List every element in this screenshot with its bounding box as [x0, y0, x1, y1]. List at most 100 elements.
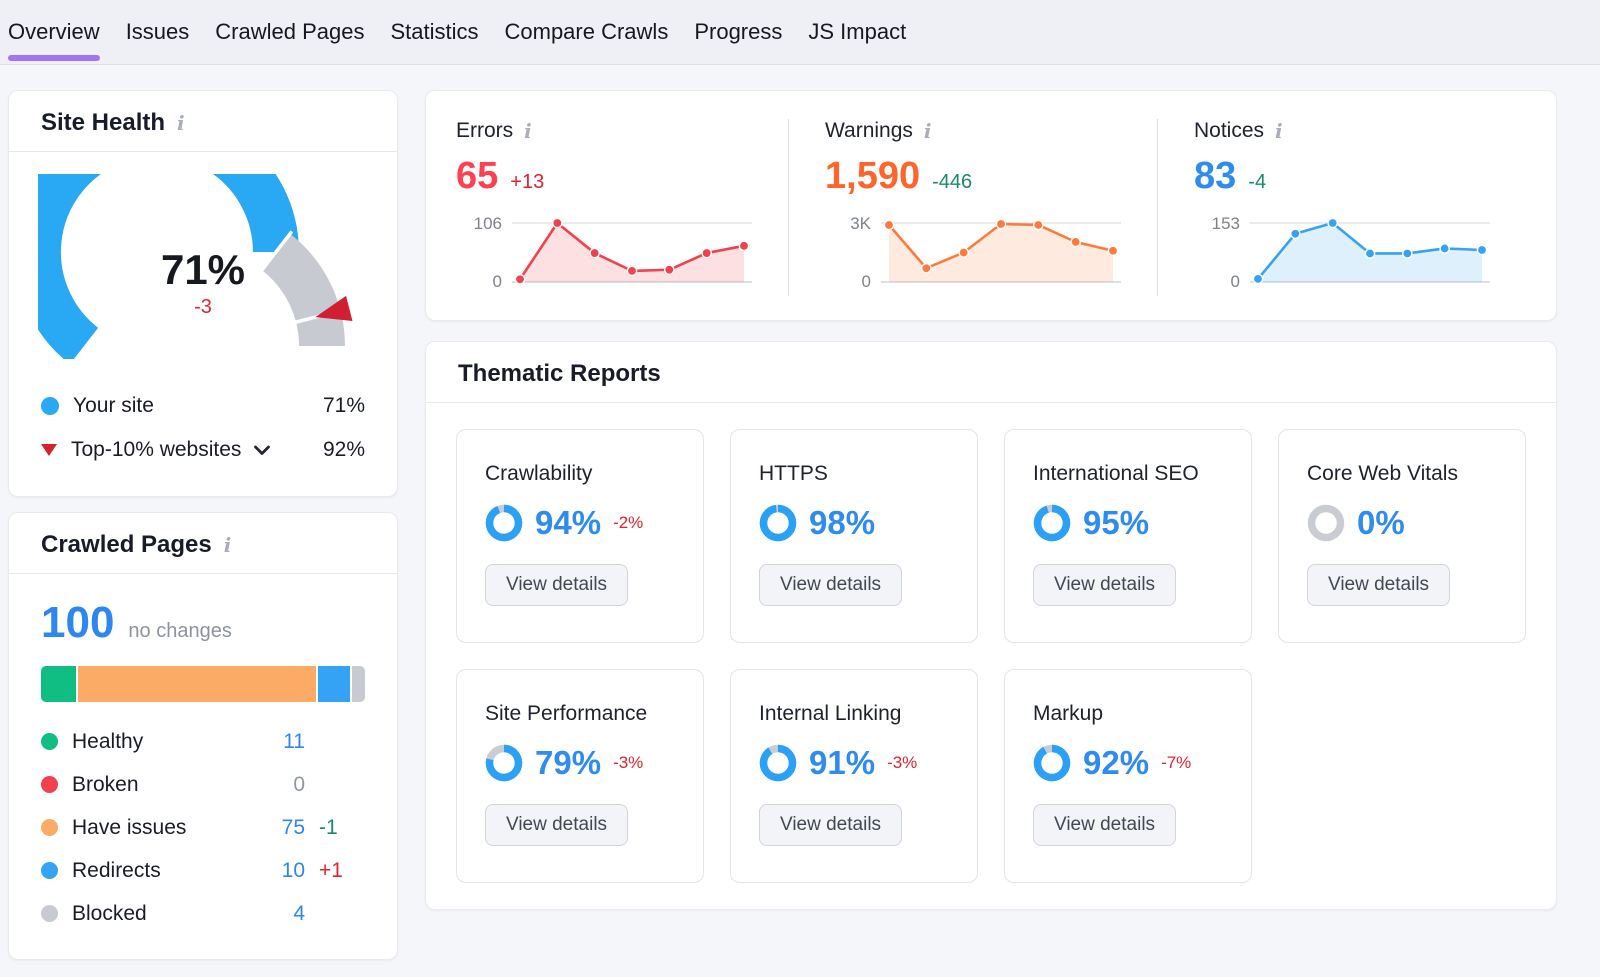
thematic-card-title: Markup: [1033, 702, 1104, 725]
y-min-label: 0: [1230, 272, 1240, 291]
tab-label: Issues: [125, 19, 190, 44]
legend-label: Redirects: [72, 858, 161, 882]
stat-value[interactable]: 83: [1194, 155, 1237, 197]
redirects-dot-icon: [41, 862, 58, 879]
card-title: Site Health: [41, 109, 166, 136]
stat-delta: +13: [510, 171, 545, 193]
stat-notices: Notices i 83 -4 153 0: [1157, 119, 1526, 296]
thematic-card-site-performance: Site Performance 79% -3% View details: [456, 669, 704, 883]
issues-summary-card: Errors i 65 +13 106 0 Warnings: [425, 90, 1557, 321]
notices-sparkline: [1250, 217, 1490, 285]
view-details-button[interactable]: View details: [1033, 564, 1177, 606]
chevron-down-icon[interactable]: [253, 445, 271, 456]
thematic-reports-card: Thematic Reports Crawlability 94% -2% Vi…: [425, 341, 1557, 910]
healthy-dot-icon: [41, 733, 58, 750]
y-min-label: 0: [492, 272, 502, 291]
legend-delta: -1: [319, 815, 338, 839]
tab-compare-crawls[interactable]: Compare Crawls: [505, 0, 669, 64]
legend-value[interactable]: 11: [283, 729, 305, 753]
legend-value[interactable]: 75: [281, 815, 305, 839]
legend-label: Your site: [73, 394, 154, 417]
view-details-button[interactable]: View details: [759, 804, 903, 846]
thematic-card-https: HTTPS 98% View details: [730, 429, 978, 643]
errors-trend-chart: 106 0: [456, 214, 788, 296]
thematic-card-crawlability: Crawlability 94% -2% View details: [456, 429, 704, 643]
card-title: Thematic Reports: [458, 360, 661, 387]
site-health-header: Site Health i: [9, 91, 397, 152]
legend-value[interactable]: 10: [281, 858, 305, 882]
legend-row-blocked: Blocked 4: [41, 892, 365, 935]
stat-header: Notices i: [1194, 119, 1526, 143]
overview-page: Site Health i 71% -3 Your site 71% Top-1…: [0, 65, 1600, 960]
view-details-button[interactable]: View details: [1033, 804, 1177, 846]
score-donut-icon: [485, 504, 523, 542]
crawled-pages-body: 100 no changes Healthy 11 Broken 0: [9, 574, 397, 959]
triangle-down-icon: [41, 444, 57, 456]
score-value: 92%: [1083, 744, 1150, 781]
tab-label: Overview: [8, 19, 100, 44]
stat-number-row: 65 +13: [456, 155, 788, 198]
view-details-button[interactable]: View details: [759, 564, 903, 606]
y-axis-labels: 153 0: [1194, 214, 1240, 296]
stat-label: Warnings: [825, 119, 913, 142]
thematic-card-core-web-vitals: Core Web Vitals 0% View details: [1278, 429, 1526, 643]
score-row: 94% -2%: [485, 504, 675, 542]
thematic-card-markup: Markup 92% -7% View details: [1004, 669, 1252, 883]
legend-value: 71%: [322, 394, 365, 417]
stat-warnings: Warnings i 1,590 -446 3K 0: [788, 119, 1157, 296]
left-column: Site Health i 71% -3 Your site 71% Top-1…: [8, 90, 398, 960]
stat-number-row: 1,590 -446: [825, 155, 1157, 198]
blocked-dot-icon: [41, 905, 58, 922]
score-donut-icon: [759, 744, 797, 782]
tab-crawled-pages[interactable]: Crawled Pages: [215, 0, 364, 64]
legend-value: 0: [293, 772, 305, 796]
stat-delta: -4: [1248, 171, 1267, 193]
tab-label: JS Impact: [808, 19, 907, 44]
tab-issues[interactable]: Issues: [126, 0, 190, 64]
broken-dot-icon: [41, 776, 58, 793]
legend-row-your-site: Your site 71%: [41, 384, 365, 428]
view-details-button[interactable]: View details: [1307, 564, 1451, 606]
info-icon[interactable]: i: [177, 111, 185, 135]
y-max-label: 3K: [850, 214, 871, 233]
have-issues-dot-icon: [41, 819, 58, 836]
thematic-card-title: Internal Linking: [759, 702, 902, 725]
tab-label: Crawled Pages: [215, 19, 365, 44]
view-details-button[interactable]: View details: [485, 564, 629, 606]
legend-label: Have issues: [72, 815, 187, 839]
tab-statistics[interactable]: Statistics: [390, 0, 478, 64]
thematic-card-international-seo: International SEO 95% View details: [1004, 429, 1252, 643]
tab-label: Compare Crawls: [504, 19, 669, 44]
crawled-bar-segment: [352, 666, 365, 702]
y-axis-labels: 3K 0: [825, 214, 871, 296]
score-value: 95%: [1083, 504, 1150, 541]
legend-row-top10-websites: Top-10% websites 92%: [41, 428, 365, 472]
info-icon[interactable]: i: [923, 119, 932, 143]
legend-label: Top-10% websites: [71, 438, 242, 461]
tab-js-impact[interactable]: JS Impact: [808, 0, 906, 64]
legend-row-healthy: Healthy 11: [41, 720, 365, 763]
score-row: 95%: [1033, 504, 1223, 542]
score-donut-icon: [759, 504, 797, 542]
legend-value[interactable]: 4: [293, 901, 305, 925]
crawled-change-label: no changes: [128, 620, 232, 642]
legend-label: Blocked: [72, 901, 147, 925]
crawled-total-row: 100 no changes: [41, 598, 365, 648]
info-icon[interactable]: i: [524, 119, 532, 143]
gauge-delta: -3: [194, 296, 212, 318]
info-icon[interactable]: i: [223, 533, 232, 557]
score-delta: -2%: [613, 513, 644, 532]
tab-progress[interactable]: Progress: [694, 0, 782, 64]
stat-value[interactable]: 1,590: [825, 155, 921, 197]
stat-errors: Errors i 65 +13 106 0: [456, 119, 788, 296]
stat-value[interactable]: 65: [456, 155, 499, 197]
stat-header: Warnings i: [825, 119, 1157, 143]
notices-trend-chart: 153 0: [1194, 214, 1526, 296]
tab-overview[interactable]: Overview: [8, 0, 100, 64]
thematic-reports-header: Thematic Reports: [426, 342, 1556, 403]
card-title: Crawled Pages: [41, 531, 212, 558]
view-details-button[interactable]: View details: [485, 804, 629, 846]
warnings-trend-chart: 3K 0: [825, 214, 1157, 296]
info-icon[interactable]: i: [1275, 119, 1283, 143]
score-row: 98%: [759, 504, 949, 542]
